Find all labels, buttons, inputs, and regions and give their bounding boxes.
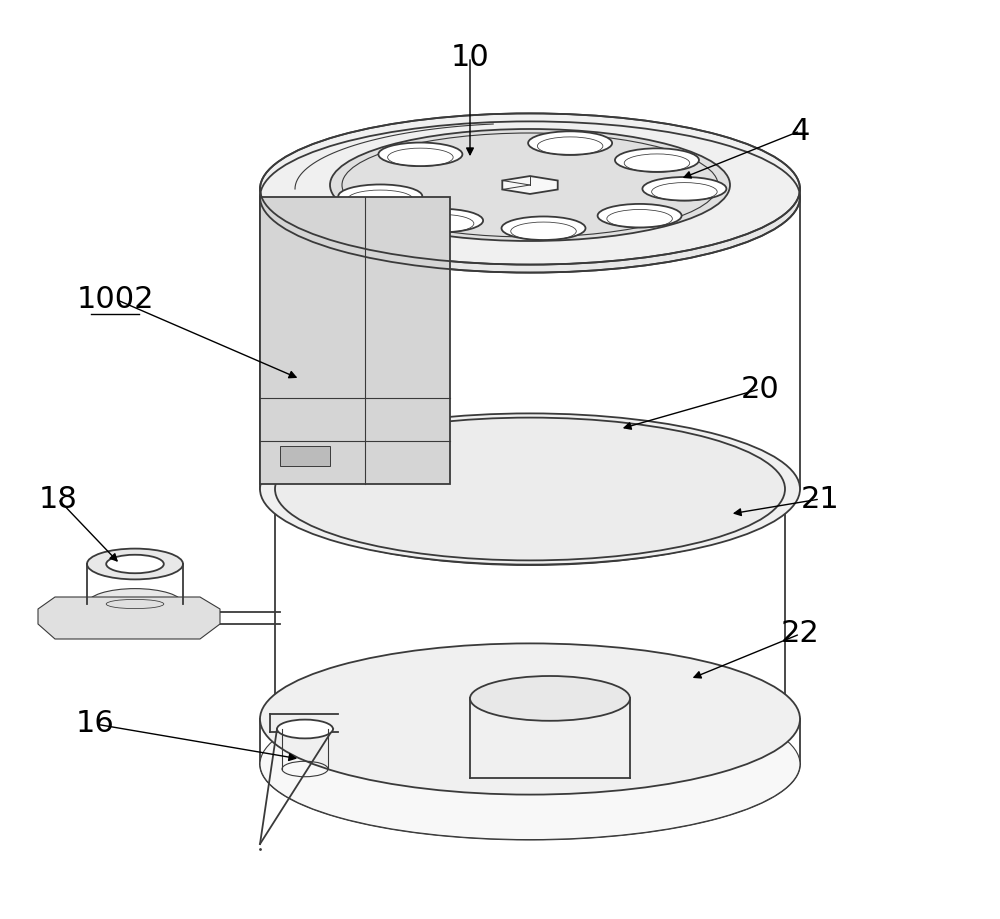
Polygon shape	[38, 597, 220, 639]
Text: 10: 10	[451, 42, 489, 72]
Ellipse shape	[378, 142, 462, 166]
Ellipse shape	[338, 185, 422, 208]
Text: 1002: 1002	[76, 285, 154, 313]
Text: 16: 16	[76, 709, 114, 739]
Text: 18: 18	[39, 484, 77, 514]
Polygon shape	[502, 176, 558, 194]
Ellipse shape	[87, 588, 183, 619]
Ellipse shape	[260, 113, 800, 265]
Text: 4: 4	[790, 117, 810, 145]
Ellipse shape	[275, 648, 785, 790]
Ellipse shape	[106, 555, 164, 573]
Ellipse shape	[598, 204, 682, 227]
Ellipse shape	[330, 129, 730, 241]
Polygon shape	[260, 197, 450, 484]
Ellipse shape	[642, 177, 726, 200]
Ellipse shape	[260, 643, 800, 795]
Text: 20: 20	[741, 375, 779, 403]
Polygon shape	[280, 446, 330, 466]
Text: 22: 22	[781, 619, 819, 649]
Ellipse shape	[260, 688, 800, 840]
Ellipse shape	[277, 720, 333, 738]
Ellipse shape	[470, 676, 630, 720]
Ellipse shape	[275, 417, 785, 561]
Ellipse shape	[502, 217, 586, 240]
Ellipse shape	[260, 414, 800, 564]
Ellipse shape	[260, 121, 800, 273]
Ellipse shape	[87, 549, 183, 579]
Ellipse shape	[528, 131, 612, 154]
Ellipse shape	[399, 209, 483, 233]
Text: 21: 21	[801, 484, 839, 514]
Ellipse shape	[615, 148, 699, 172]
